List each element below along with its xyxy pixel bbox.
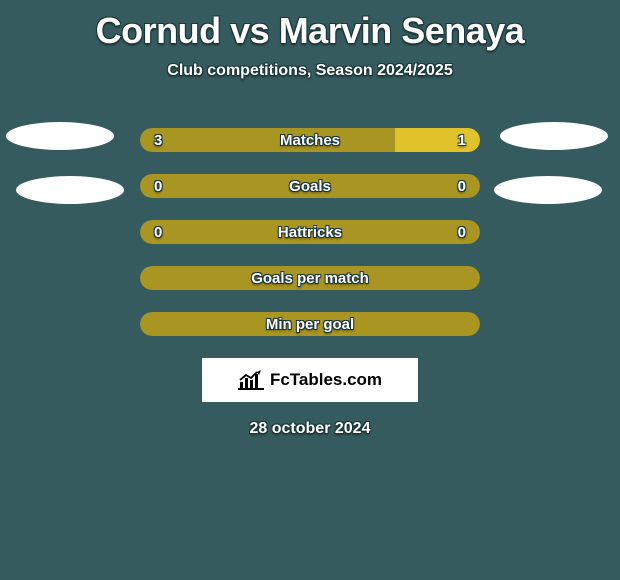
brand-label: FcTables.com [270, 370, 382, 390]
row-label: Min per goal [140, 316, 480, 333]
stats-rows: 31Matches 00Goals 00Hattricks Goals per mat… [140, 128, 480, 336]
stat-row: Min per goal [140, 312, 480, 336]
row-label: Hattricks [140, 224, 480, 241]
stat-row: 00Goals [140, 174, 480, 198]
stat-row: Goals per match [140, 266, 480, 290]
player-photo-placeholder [494, 176, 602, 204]
player-photo-placeholder [6, 122, 114, 150]
stat-row: 31Matches [140, 128, 480, 152]
brand-box: FcTables.com [202, 358, 418, 402]
page-title: Cornud vs Marvin Senaya [0, 0, 620, 52]
row-label: Matches [140, 132, 480, 149]
player-photo-placeholder [500, 122, 608, 150]
player-photo-placeholder [16, 176, 124, 204]
stat-row: 00Hattricks [140, 220, 480, 244]
brand-chart-icon [238, 370, 264, 390]
date-stamp: 28 october 2024 [0, 420, 620, 438]
row-label: Goals [140, 178, 480, 195]
subtitle: Club competitions, Season 2024/2025 [0, 62, 620, 80]
row-label: Goals per match [140, 270, 480, 287]
